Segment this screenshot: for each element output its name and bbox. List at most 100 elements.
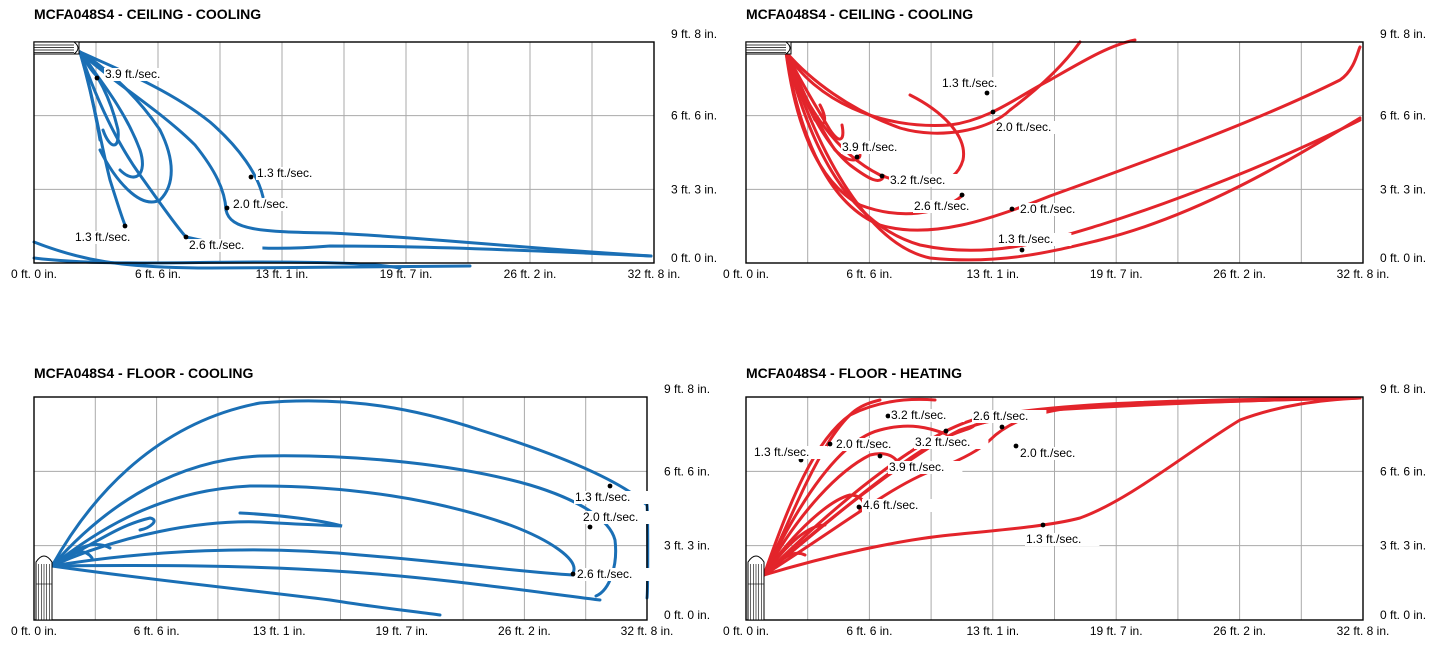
x-tick-label: 0 ft. 0 in. [723,267,769,281]
velocity-label: 1.3 ft./sec. [75,230,130,244]
y-tick-label: 6 ft. 6 in. [1380,109,1426,123]
y-tick-label: 0 ft. 0 in. [1380,608,1426,622]
diagram-panel: 3.9 ft./sec. 1.3 ft./sec. 2.0 ft./sec. 1.3 … [11,27,717,281]
velocity-label: 3.2 ft./sec. [890,173,945,187]
plot-frame [33,396,648,621]
label-background [862,499,937,512]
x-tick-label: 13 ft. 1 in. [966,267,1019,281]
measurement-dot [224,205,230,211]
velocity-label: 4.6 ft./sec. [863,498,918,512]
airflow-curve [50,484,576,575]
airflow-curve [78,50,120,147]
plot-frame [745,41,1364,264]
y-tick-label: 9 ft. 8 in. [664,382,710,396]
label-background [576,568,651,581]
label-background [914,436,989,449]
x-tick-label: 13 ft. 1 in. [253,624,306,638]
x-tick-label: 19 ft. 7 in. [1090,624,1143,638]
y-tick-label: 0 ft. 0 in. [664,608,710,622]
velocity-label: 1.3 ft./sec. [942,76,997,90]
label-background [888,461,963,474]
measurement-dot [1009,206,1015,212]
airflow-curve [50,454,618,598]
airflow-curve [224,208,653,258]
measurement-dot [984,90,990,96]
velocity-label: 1.3 ft./sec. [998,232,1053,246]
airflow-curve [762,424,948,577]
velocity-label: 2.0 ft./sec. [1020,446,1075,460]
measurement-dot [879,173,885,179]
x-tick-label: 0 ft. 0 in. [11,267,57,281]
airflow-curve [784,50,845,141]
airflow-curve [762,396,1362,577]
airflow-curve [762,396,1362,577]
velocity-label: 3.2 ft./sec. [915,435,970,449]
y-tick-label: 0 ft. 0 in. [671,251,717,265]
measurement-dot [122,223,128,229]
x-tick-label: 26 ft. 2 in. [1213,624,1266,638]
label-background [1019,447,1094,460]
x-tick-label: 26 ft. 2 in. [504,267,557,281]
y-tick-label: 6 ft. 6 in. [671,109,717,123]
y-tick-label: 9 ft. 8 in. [671,27,717,41]
velocity-label: 2.0 ft./sec. [1020,202,1075,216]
airflow-curve [784,50,1362,262]
ceiling-cassette-icon [745,41,792,55]
airflow-curve [762,396,1362,577]
x-tick-label: 6 ft. 6 in. [135,267,181,281]
label-background [889,174,964,187]
measurement-dot [959,192,965,198]
floor-unit-icon [747,555,765,621]
measurement-dot [854,154,860,160]
label-background [1019,203,1094,216]
x-tick-label: 32 ft. 8 in. [628,267,681,281]
panel-title: MCFA048S4 - FLOOR - COOLING [34,365,254,381]
label-background [913,200,988,213]
measurement-dot [990,109,996,115]
x-tick-label: 13 ft. 1 in. [256,267,309,281]
x-tick-label: 13 ft. 1 in. [966,624,1019,638]
velocity-label: 2.6 ft./sec. [189,238,244,252]
label-background [890,409,965,422]
panels-layer: 3.9 ft./sec.1.3 ft./sec.2.0 ft./sec.1.3 … [11,27,1426,638]
velocity-label: 3.9 ft./sec. [889,460,944,474]
airflow-curve [50,399,650,600]
velocity-label: 2.0 ft./sec. [836,437,891,451]
ceiling-cassette-icon [33,41,80,55]
airflow-curve [78,50,173,204]
x-tick-label: 32 ft. 8 in. [1337,267,1390,281]
measurement-dot [827,441,833,447]
diagram-panel: 1.3 ft./sec. 2.0 ft./sec. 3.9 ft./sec. 3.2 … [723,27,1426,281]
airflow-curve [762,397,937,577]
label-background [256,167,331,180]
measurement-dot [94,75,100,81]
y-tick-label: 3 ft. 3 in. [671,182,717,196]
y-tick-label: 3 ft. 3 in. [1380,539,1426,553]
x-tick-label: 32 ft. 8 in. [621,624,674,638]
airflow-curve [78,50,102,142]
velocity-label: 2.6 ft./sec. [577,567,632,581]
x-tick-label: 26 ft. 2 in. [498,624,551,638]
velocity-label: 2.0 ft./sec. [996,120,1051,134]
velocity-label: 3.9 ft./sec. [842,140,897,154]
x-tick-label: 26 ft. 2 in. [1213,267,1266,281]
velocity-label: 1.3 ft./sec. [1026,532,1081,546]
measurement-dot [856,504,862,510]
measurement-dot [999,424,1005,430]
airflow-curve [784,38,1137,128]
y-tick-label: 3 ft. 3 in. [1380,182,1426,196]
label-background [972,410,1047,423]
airflow-curve [50,511,343,568]
label-background [995,121,1070,134]
y-tick-label: 3 ft. 3 in. [664,539,710,553]
measurement-dot [570,571,576,577]
x-tick-label: 19 ft. 7 in. [1090,267,1143,281]
velocity-label: 3.9 ft./sec. [105,67,160,81]
velocity-label: 1.3 ft./sec. [754,445,809,459]
y-tick-label: 0 ft. 0 in. [1380,251,1426,265]
plot-frame [745,396,1364,621]
x-tick-label: 32 ft. 8 in. [1337,624,1390,638]
airflow-curve [784,50,1362,252]
measurement-dot [1019,247,1025,253]
